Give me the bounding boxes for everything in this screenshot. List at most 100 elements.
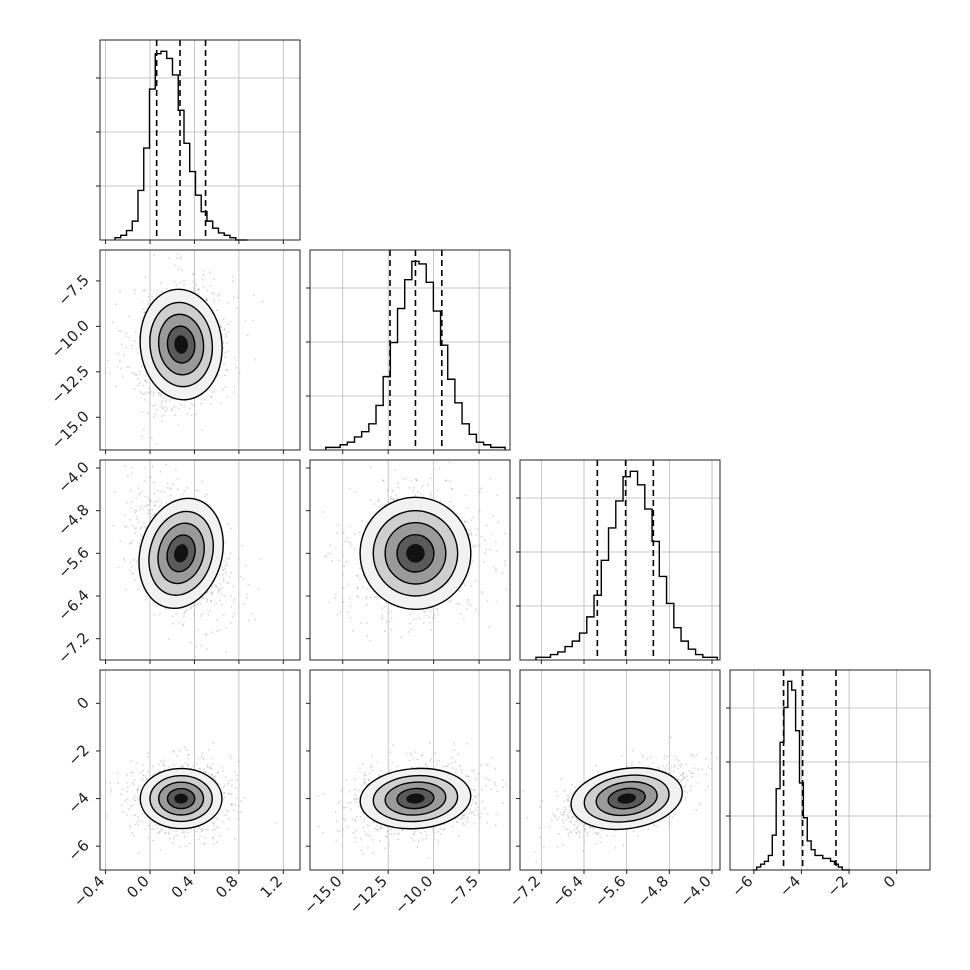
sample-point — [480, 812, 483, 815]
sample-point — [390, 610, 393, 613]
sample-point — [139, 508, 141, 511]
sample-point — [245, 564, 248, 567]
sample-point — [469, 529, 471, 532]
sample-point — [379, 769, 382, 772]
sample-point — [485, 548, 488, 551]
sample-point — [497, 521, 500, 524]
sample-point — [215, 826, 218, 829]
sample-point — [254, 358, 257, 361]
contour-line — [157, 313, 205, 376]
sample-point — [139, 771, 142, 774]
sample-point — [134, 511, 137, 514]
sample-point — [381, 614, 384, 616]
sample-point — [128, 315, 131, 318]
sample-point — [377, 500, 380, 502]
sample-point — [349, 616, 352, 619]
sample-point — [148, 391, 151, 394]
sample-point — [201, 752, 204, 754]
sample-point — [468, 533, 471, 535]
sample-point — [342, 601, 345, 604]
sample-point — [160, 415, 163, 417]
sample-point — [184, 746, 186, 749]
sample-point — [202, 269, 205, 272]
sample-point — [142, 428, 145, 431]
sample-point — [119, 290, 121, 292]
sample-point — [338, 559, 340, 562]
sample-point — [204, 770, 207, 773]
sample-point — [227, 779, 230, 782]
sample-point — [138, 852, 141, 855]
sample-point — [458, 603, 460, 605]
sample-point — [658, 768, 661, 770]
sample-point — [203, 768, 206, 770]
sample-point — [705, 773, 708, 776]
sample-point — [365, 833, 368, 835]
sample-point — [345, 806, 347, 809]
sample-point — [450, 762, 453, 764]
sample-point — [182, 766, 185, 768]
sample-point — [475, 533, 478, 536]
sample-point — [335, 839, 338, 842]
sample-point — [222, 577, 225, 580]
contour-line — [359, 767, 472, 830]
sample-point — [451, 767, 454, 769]
sample-point — [173, 280, 176, 283]
sample-point — [217, 771, 219, 774]
sample-point — [376, 828, 378, 831]
sample-point — [231, 779, 233, 782]
sample-point — [362, 853, 364, 855]
sample-point — [446, 765, 448, 768]
panel-grid — [520, 460, 720, 660]
sample-point — [226, 828, 229, 830]
sample-point — [109, 788, 112, 791]
sample-point — [157, 391, 160, 394]
panel-frame — [519, 459, 721, 661]
sample-point — [224, 776, 227, 778]
sample-point — [441, 829, 444, 831]
sample-point — [207, 613, 210, 616]
sample-point — [175, 613, 178, 615]
sample-point — [173, 405, 176, 408]
sample-point — [160, 290, 163, 293]
sample-point — [231, 804, 234, 806]
sample-point — [147, 296, 150, 298]
sample-point — [473, 546, 476, 548]
sample-point — [129, 827, 131, 829]
sample-point — [472, 545, 474, 547]
sample-point — [486, 822, 489, 824]
sample-point — [362, 586, 364, 588]
sample-point — [215, 585, 218, 587]
sample-point — [216, 294, 219, 297]
sample-point — [522, 790, 525, 792]
sample-point — [455, 768, 457, 770]
sample-point — [210, 396, 213, 398]
sample-point — [451, 825, 454, 828]
sample-point — [346, 537, 349, 539]
sample-point — [113, 491, 116, 494]
sample-point — [108, 372, 111, 374]
sample-point — [142, 289, 145, 292]
sample-point — [363, 772, 366, 775]
sample-point — [463, 824, 465, 827]
sample-point — [201, 755, 203, 758]
sample-point — [141, 763, 144, 766]
sample-point — [335, 593, 337, 596]
sample-point — [142, 774, 145, 777]
sample-point — [153, 513, 156, 516]
sample-point — [125, 335, 128, 338]
sample-point — [149, 512, 152, 515]
sample-point — [327, 601, 330, 603]
sample-point — [464, 584, 466, 587]
sample-point — [152, 765, 154, 768]
sample-point — [239, 811, 242, 813]
sample-point — [360, 837, 362, 840]
sample-point — [342, 807, 345, 809]
sample-point — [218, 321, 221, 323]
sample-point — [137, 521, 140, 523]
sample-point — [176, 478, 179, 480]
contour-line — [359, 496, 472, 611]
sample-point — [147, 770, 150, 773]
sample-point — [137, 819, 140, 822]
sample-point — [675, 758, 678, 761]
